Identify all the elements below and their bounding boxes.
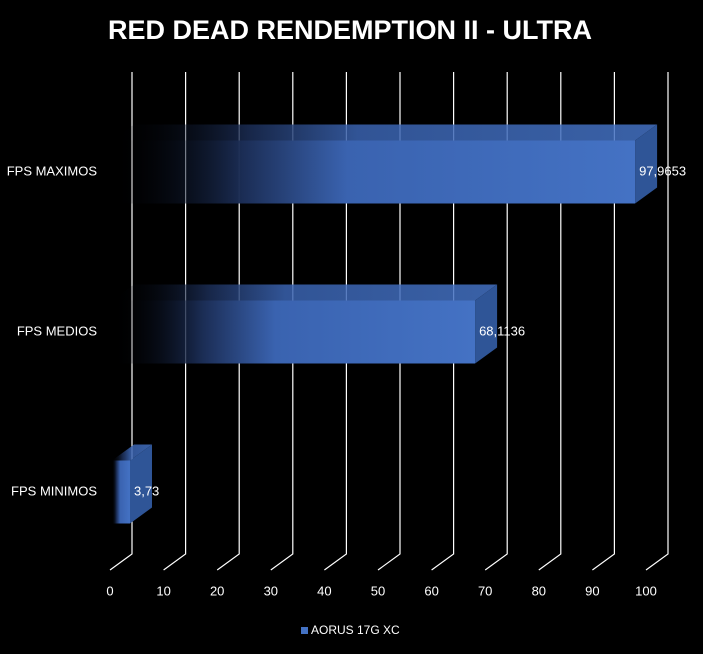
- bar-top: [112, 124, 658, 141]
- grid-line: [592, 72, 616, 571]
- x-tick-label: 70: [478, 583, 492, 598]
- chart-title: RED DEAD RENDEMPTION II - ULTRA: [108, 15, 592, 45]
- grid-line: [484, 72, 508, 571]
- y-tick-label: FPS MAXIMOS: [7, 163, 98, 178]
- bar-side: [475, 284, 498, 364]
- legend-swatch: [301, 627, 308, 634]
- y-tick-label: FPS MINIMOS: [11, 483, 97, 498]
- grid-line: [377, 72, 401, 571]
- x-tick-label: 30: [264, 583, 278, 598]
- grid-line: [270, 72, 294, 571]
- value-label: 3,73: [134, 483, 159, 498]
- bar-side: [635, 124, 658, 204]
- bar: [112, 300, 476, 364]
- grid-line: [645, 72, 669, 571]
- bar-top: [112, 284, 498, 301]
- grid: 0 10 20 30 40 50 60 70 80 90 100: [106, 72, 669, 598]
- value-label: 97,9653: [639, 163, 686, 178]
- value-label: 68,1136: [479, 323, 525, 338]
- y-tick-label: FPS MEDIOS: [17, 323, 98, 338]
- x-tick-label: 80: [532, 583, 546, 598]
- x-tick-label: 10: [156, 583, 170, 598]
- grid-line: [216, 72, 240, 571]
- grid-line: [324, 72, 347, 571]
- x-tick-label: 20: [210, 583, 224, 598]
- legend: AORUS 17G XC: [301, 623, 400, 637]
- x-tick-label: 0: [106, 583, 113, 598]
- x-tick-label: 90: [585, 583, 599, 598]
- bar-side: [129, 444, 152, 524]
- grid-line: [538, 72, 562, 571]
- x-tick-label: 40: [317, 583, 331, 598]
- x-tick-label: 100: [635, 583, 657, 598]
- x-tick-label: 50: [371, 583, 385, 598]
- bar: [112, 460, 130, 524]
- bar-top: [112, 444, 152, 461]
- grid-line: [431, 72, 455, 571]
- legend-label: AORUS 17G XC: [311, 623, 400, 637]
- bar: [112, 140, 636, 204]
- bars: FPS MAXIMOS 97,9653 FPS MEDIOS 68,1136 FPS M…: [7, 124, 686, 524]
- grid-line: [109, 72, 133, 571]
- grid-line: [163, 72, 187, 571]
- x-tick-label: 60: [424, 583, 438, 598]
